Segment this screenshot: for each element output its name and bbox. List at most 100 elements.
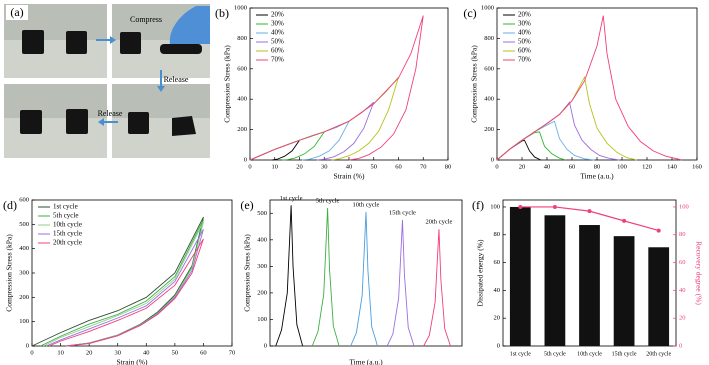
- y-tick-label: 60: [494, 259, 501, 266]
- legend-label: 10th cycle: [53, 221, 82, 229]
- panel-label: (b): [215, 6, 229, 20]
- series-line: [496, 15, 683, 161]
- legend-label: 60%: [518, 47, 531, 55]
- y2-tick-label: 60: [679, 259, 686, 266]
- y-tick-label: 800: [484, 35, 494, 42]
- y-tick-label: 300: [19, 269, 29, 276]
- y-tick-label: 0: [264, 342, 267, 349]
- legend-label: 50%: [271, 38, 284, 46]
- y2-tick-label: 40: [679, 287, 686, 294]
- x-tick-label: 20: [86, 349, 93, 356]
- legend-label: 70%: [518, 56, 531, 64]
- x-tick-label: 70: [420, 163, 427, 170]
- peak-label: 15th cycle: [389, 209, 416, 216]
- y-tick-label: 0: [244, 156, 247, 163]
- sample: [160, 44, 202, 54]
- y-tick-label: 0: [497, 342, 500, 349]
- y-tick-label: 200: [19, 294, 29, 301]
- series-line: [311, 207, 340, 347]
- x-tick-label: 60: [200, 349, 207, 356]
- x-tick-label: 30: [114, 349, 121, 356]
- panel-label: (a): [10, 5, 23, 19]
- y-axis-label: Compression Stress (kPa): [223, 45, 232, 123]
- x-tick-label: 50: [172, 349, 179, 356]
- peak-label: 1st cycle: [280, 195, 303, 202]
- point: [518, 204, 523, 209]
- y-tick-label: 100: [490, 203, 500, 210]
- x-tick-label: 160: [692, 163, 702, 170]
- x-tick-label: 120: [642, 163, 652, 170]
- legend-label: 70%: [271, 56, 284, 64]
- x-axis-label: Time (a.u.): [580, 172, 614, 181]
- sample: [66, 31, 87, 54]
- bar: [544, 215, 566, 346]
- x-tick-label: 20: [519, 163, 526, 170]
- y-axis-label: Compression Stress (kPa): [5, 234, 14, 312]
- legend-label: 15th cycle: [53, 230, 82, 238]
- x-tick-label: 0: [248, 163, 251, 170]
- y-tick-label: 400: [484, 96, 494, 103]
- x-axis-label: Strain (%): [333, 172, 365, 181]
- arrow: [110, 36, 116, 44]
- glove: [169, 6, 210, 44]
- x-tick-label: 80: [445, 163, 452, 170]
- series-line: [48, 238, 204, 347]
- photo-floor: [4, 40, 107, 78]
- caption: Compress: [130, 15, 162, 24]
- y-tick-label: 500: [19, 221, 29, 228]
- x-tick-label: 140: [667, 163, 677, 170]
- photo-panel: (a) Compress Release Release: [4, 4, 210, 158]
- y-tick-label: 1000: [481, 4, 494, 11]
- label-box: [6, 5, 28, 20]
- series-line: [496, 131, 566, 161]
- x-tick-label: 5th cycle: [544, 351, 566, 357]
- legend-label: 30%: [518, 20, 531, 28]
- y-axis-label: Compression Stress (kPa): [470, 45, 479, 123]
- panel-label: (f): [472, 198, 484, 212]
- y-tick-label: 600: [484, 65, 494, 72]
- x-tick-label: 0: [495, 163, 498, 170]
- x-tick-label: 40: [143, 349, 150, 356]
- sample: [22, 30, 44, 54]
- legend-label: 60%: [271, 47, 284, 55]
- y-tick-label: 0: [491, 156, 494, 163]
- y-tick-label: 80: [494, 231, 501, 238]
- point: [552, 204, 557, 209]
- x-tick-label: 60: [569, 163, 576, 170]
- y-tick-label: 800: [237, 35, 247, 42]
- peak-label: 5th cycle: [316, 197, 340, 204]
- series-line: [249, 101, 375, 161]
- photo-floor: [4, 118, 107, 158]
- x-tick-label: 1st cycle: [510, 351, 531, 357]
- x-tick-label: 10th cycle: [577, 351, 602, 357]
- peak-label: 20th cycle: [426, 219, 453, 226]
- y2-tick-label: 20: [679, 315, 686, 322]
- series-line: [275, 205, 304, 347]
- series-line: [496, 75, 638, 161]
- point: [656, 228, 661, 233]
- y-tick-label: 600: [19, 196, 29, 203]
- x-tick-label: 20th cycle: [646, 351, 671, 357]
- panel-label: (e): [240, 198, 253, 212]
- series-line: [249, 15, 424, 161]
- peak-label: 10th cycle: [353, 201, 380, 208]
- legend-label: 30%: [271, 20, 284, 28]
- bar: [509, 206, 531, 346]
- series-line: [496, 120, 595, 161]
- legend-label: 20%: [271, 11, 284, 19]
- bar: [648, 247, 670, 346]
- y-tick-label: 1000: [234, 4, 247, 11]
- y-tick-label: 600: [237, 65, 247, 72]
- y-tick-label: 300: [257, 263, 267, 270]
- y2-tick-label: 100: [679, 203, 689, 210]
- series-line: [350, 211, 378, 347]
- y-tick-label: 40: [494, 287, 501, 294]
- x-tick-label: 70: [229, 349, 236, 356]
- photo-floor: [112, 118, 210, 158]
- panel-label: (d): [3, 198, 17, 212]
- bar: [613, 236, 635, 346]
- x-tick-label: 100: [617, 163, 627, 170]
- y-tick-label: 100: [19, 318, 29, 325]
- sample: [66, 109, 88, 134]
